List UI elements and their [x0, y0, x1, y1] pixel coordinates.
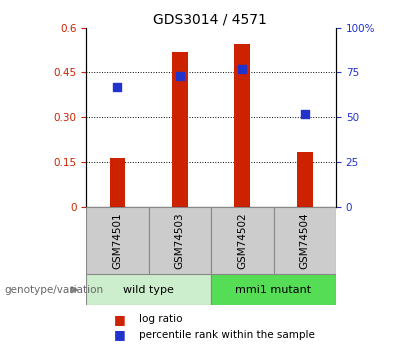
Text: GSM74503: GSM74503 [175, 212, 185, 269]
Text: GDS3014 / 4571: GDS3014 / 4571 [153, 12, 267, 26]
Text: ■: ■ [113, 313, 125, 326]
Text: ■: ■ [113, 328, 125, 341]
Bar [211, 274, 336, 305]
Point [114, 84, 121, 90]
Text: log ratio: log ratio [139, 314, 182, 324]
Point [176, 73, 183, 79]
Bar [149, 207, 211, 274]
Bar [110, 158, 125, 207]
Text: mmi1 mutant: mmi1 mutant [236, 285, 312, 295]
Point [239, 66, 246, 72]
Bar [211, 207, 273, 274]
Bar [234, 44, 250, 207]
Bar [86, 207, 149, 274]
Bar [172, 51, 188, 207]
Point [302, 111, 308, 117]
Text: GSM74504: GSM74504 [300, 212, 310, 269]
Text: genotype/variation: genotype/variation [4, 285, 103, 295]
Text: percentile rank within the sample: percentile rank within the sample [139, 330, 315, 339]
Text: wild type: wild type [123, 285, 174, 295]
Bar [273, 207, 336, 274]
Bar [86, 274, 211, 305]
Text: GSM74501: GSM74501 [112, 212, 122, 269]
Text: GSM74502: GSM74502 [237, 212, 247, 269]
Bar [297, 152, 312, 207]
